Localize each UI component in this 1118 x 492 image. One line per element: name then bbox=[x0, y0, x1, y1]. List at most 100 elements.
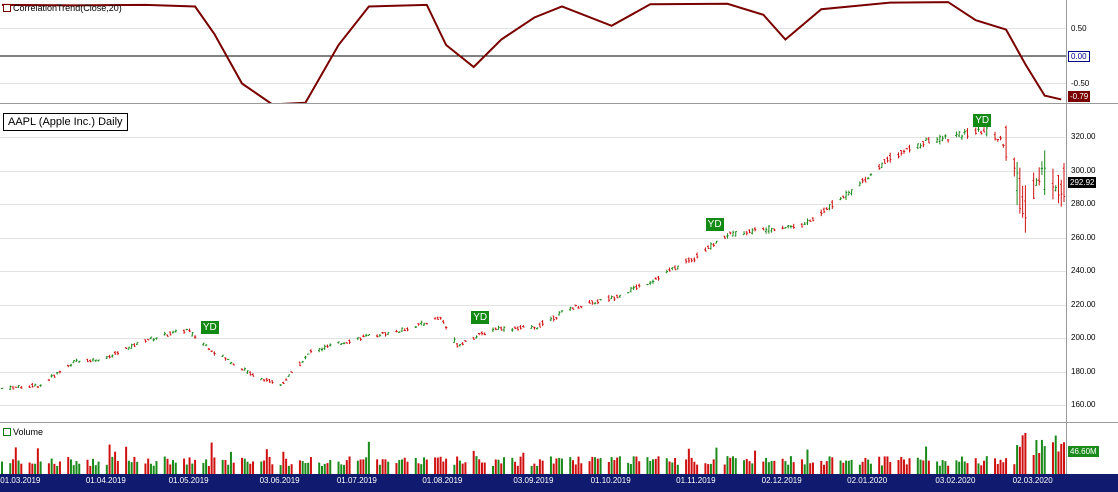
volume-bar bbox=[155, 461, 158, 474]
pane-separator[interactable] bbox=[0, 103, 1118, 104]
volume-bar bbox=[1024, 432, 1027, 474]
volume-bar bbox=[210, 442, 213, 474]
volume-bar bbox=[503, 457, 506, 474]
volume-bar bbox=[594, 457, 597, 474]
volume-bar bbox=[693, 461, 696, 474]
price-grid-line bbox=[0, 170, 1066, 172]
volume-bar bbox=[947, 465, 950, 474]
price-tick: 220.00 bbox=[1071, 299, 1096, 309]
volume-bar bbox=[263, 460, 266, 474]
volume-bar bbox=[574, 464, 577, 474]
volume-bar bbox=[629, 463, 632, 474]
volume-bar bbox=[1035, 440, 1038, 474]
pane-separator[interactable] bbox=[0, 422, 1118, 423]
volume-bar bbox=[1018, 446, 1021, 474]
volume-bar bbox=[323, 463, 326, 474]
volume-bar bbox=[337, 461, 340, 474]
volume-bar bbox=[133, 456, 136, 474]
volume-bar bbox=[657, 456, 660, 474]
volume-bar bbox=[823, 464, 826, 474]
volume-bar bbox=[709, 463, 712, 474]
volume-bar bbox=[552, 463, 555, 474]
volume-bar bbox=[340, 464, 343, 474]
indicator-title[interactable]: CorrelationTrend(Close,20) bbox=[3, 3, 122, 13]
volume-pane[interactable]: Volume bbox=[0, 423, 1118, 474]
volume-bar bbox=[955, 460, 958, 474]
volume-bar bbox=[1043, 446, 1046, 474]
volume-bar bbox=[309, 457, 312, 474]
volume-bar bbox=[320, 465, 323, 474]
volume-bar bbox=[378, 464, 381, 474]
volume-bar bbox=[31, 463, 34, 474]
volume-bar bbox=[205, 459, 208, 474]
symbol-label: AAPL (Apple Inc.) Daily bbox=[3, 113, 128, 131]
time-axis-label: 01.03.2019 bbox=[0, 476, 41, 485]
collapse-box-icon[interactable] bbox=[3, 4, 11, 12]
volume-bar bbox=[434, 457, 437, 474]
time-axis-label: 03.02.2020 bbox=[935, 476, 976, 485]
volume-bar bbox=[787, 464, 790, 474]
time-axis[interactable]: 01.03.2019 01.04.2019 01.05.2019 03.06.2019… bbox=[0, 474, 1118, 492]
volume-bar bbox=[511, 457, 514, 474]
volume-bar bbox=[362, 459, 365, 474]
collapse-box-icon[interactable] bbox=[3, 428, 11, 436]
volume-bar bbox=[72, 465, 75, 474]
time-axis-label: 01.05.2019 bbox=[168, 476, 209, 485]
indicator-grid-line bbox=[0, 83, 1066, 84]
volume-bar bbox=[318, 462, 321, 474]
volume-bar bbox=[97, 461, 100, 474]
volume-bar bbox=[960, 456, 963, 474]
volume-bar bbox=[886, 456, 889, 474]
volume-bar bbox=[1002, 462, 1005, 474]
volume-bar bbox=[229, 451, 232, 474]
volume-value-badge: 46.60M bbox=[1068, 446, 1099, 457]
volume-bar bbox=[36, 448, 39, 474]
volume-bar bbox=[17, 460, 20, 474]
volume-title-label: Volume bbox=[13, 427, 44, 437]
volume-bar bbox=[588, 461, 591, 474]
volume-bar bbox=[1057, 451, 1060, 474]
volume-title[interactable]: Volume bbox=[3, 427, 43, 437]
volume-bar bbox=[690, 457, 693, 474]
signal-marker[interactable]: YD bbox=[200, 321, 219, 335]
volume-bar bbox=[850, 459, 853, 474]
price-tick: 280.00 bbox=[1071, 199, 1096, 209]
volume-bar bbox=[252, 461, 255, 474]
volume-bar bbox=[958, 461, 961, 474]
volume-bar bbox=[285, 458, 288, 474]
volume-bar bbox=[304, 462, 307, 474]
price-pane[interactable]: YD YD YD YD bbox=[0, 104, 1118, 422]
volume-bar bbox=[842, 462, 845, 474]
volume-bar bbox=[632, 456, 635, 474]
volume-bar bbox=[734, 458, 737, 474]
volume-bar bbox=[715, 447, 718, 474]
time-axis-label: 01.10.2019 bbox=[590, 476, 631, 485]
volume-bar bbox=[767, 462, 770, 474]
price-tick: 320.00 bbox=[1071, 132, 1096, 142]
volume-bar bbox=[980, 465, 983, 474]
signal-marker[interactable]: YD bbox=[973, 113, 992, 127]
volume-bar bbox=[938, 465, 941, 474]
volume-bar bbox=[406, 461, 409, 474]
volume-bar bbox=[1016, 444, 1019, 474]
indicator-pane[interactable]: CorrelationTrend(Close,20) bbox=[0, 0, 1118, 103]
volume-bar bbox=[867, 459, 870, 474]
volume-bar bbox=[983, 460, 986, 474]
volume-bar bbox=[202, 462, 205, 474]
volume-bar bbox=[442, 461, 445, 474]
volume-bar bbox=[130, 462, 133, 474]
volume-bar bbox=[549, 456, 552, 474]
indicator-tick: 0.50 bbox=[1071, 24, 1087, 33]
price-tick: 160.00 bbox=[1071, 400, 1096, 410]
volume-bar bbox=[307, 462, 310, 474]
volume-bar bbox=[654, 458, 657, 474]
price-grid-line bbox=[0, 271, 1066, 273]
signal-marker[interactable]: YD bbox=[471, 311, 490, 325]
volume-bar bbox=[839, 460, 842, 474]
volume-bar bbox=[974, 458, 977, 474]
volume-bar bbox=[607, 461, 610, 474]
volume-bar bbox=[464, 462, 467, 474]
signal-marker[interactable]: YD bbox=[705, 217, 724, 231]
volume-bar bbox=[878, 456, 881, 474]
volume-bar bbox=[188, 457, 191, 474]
